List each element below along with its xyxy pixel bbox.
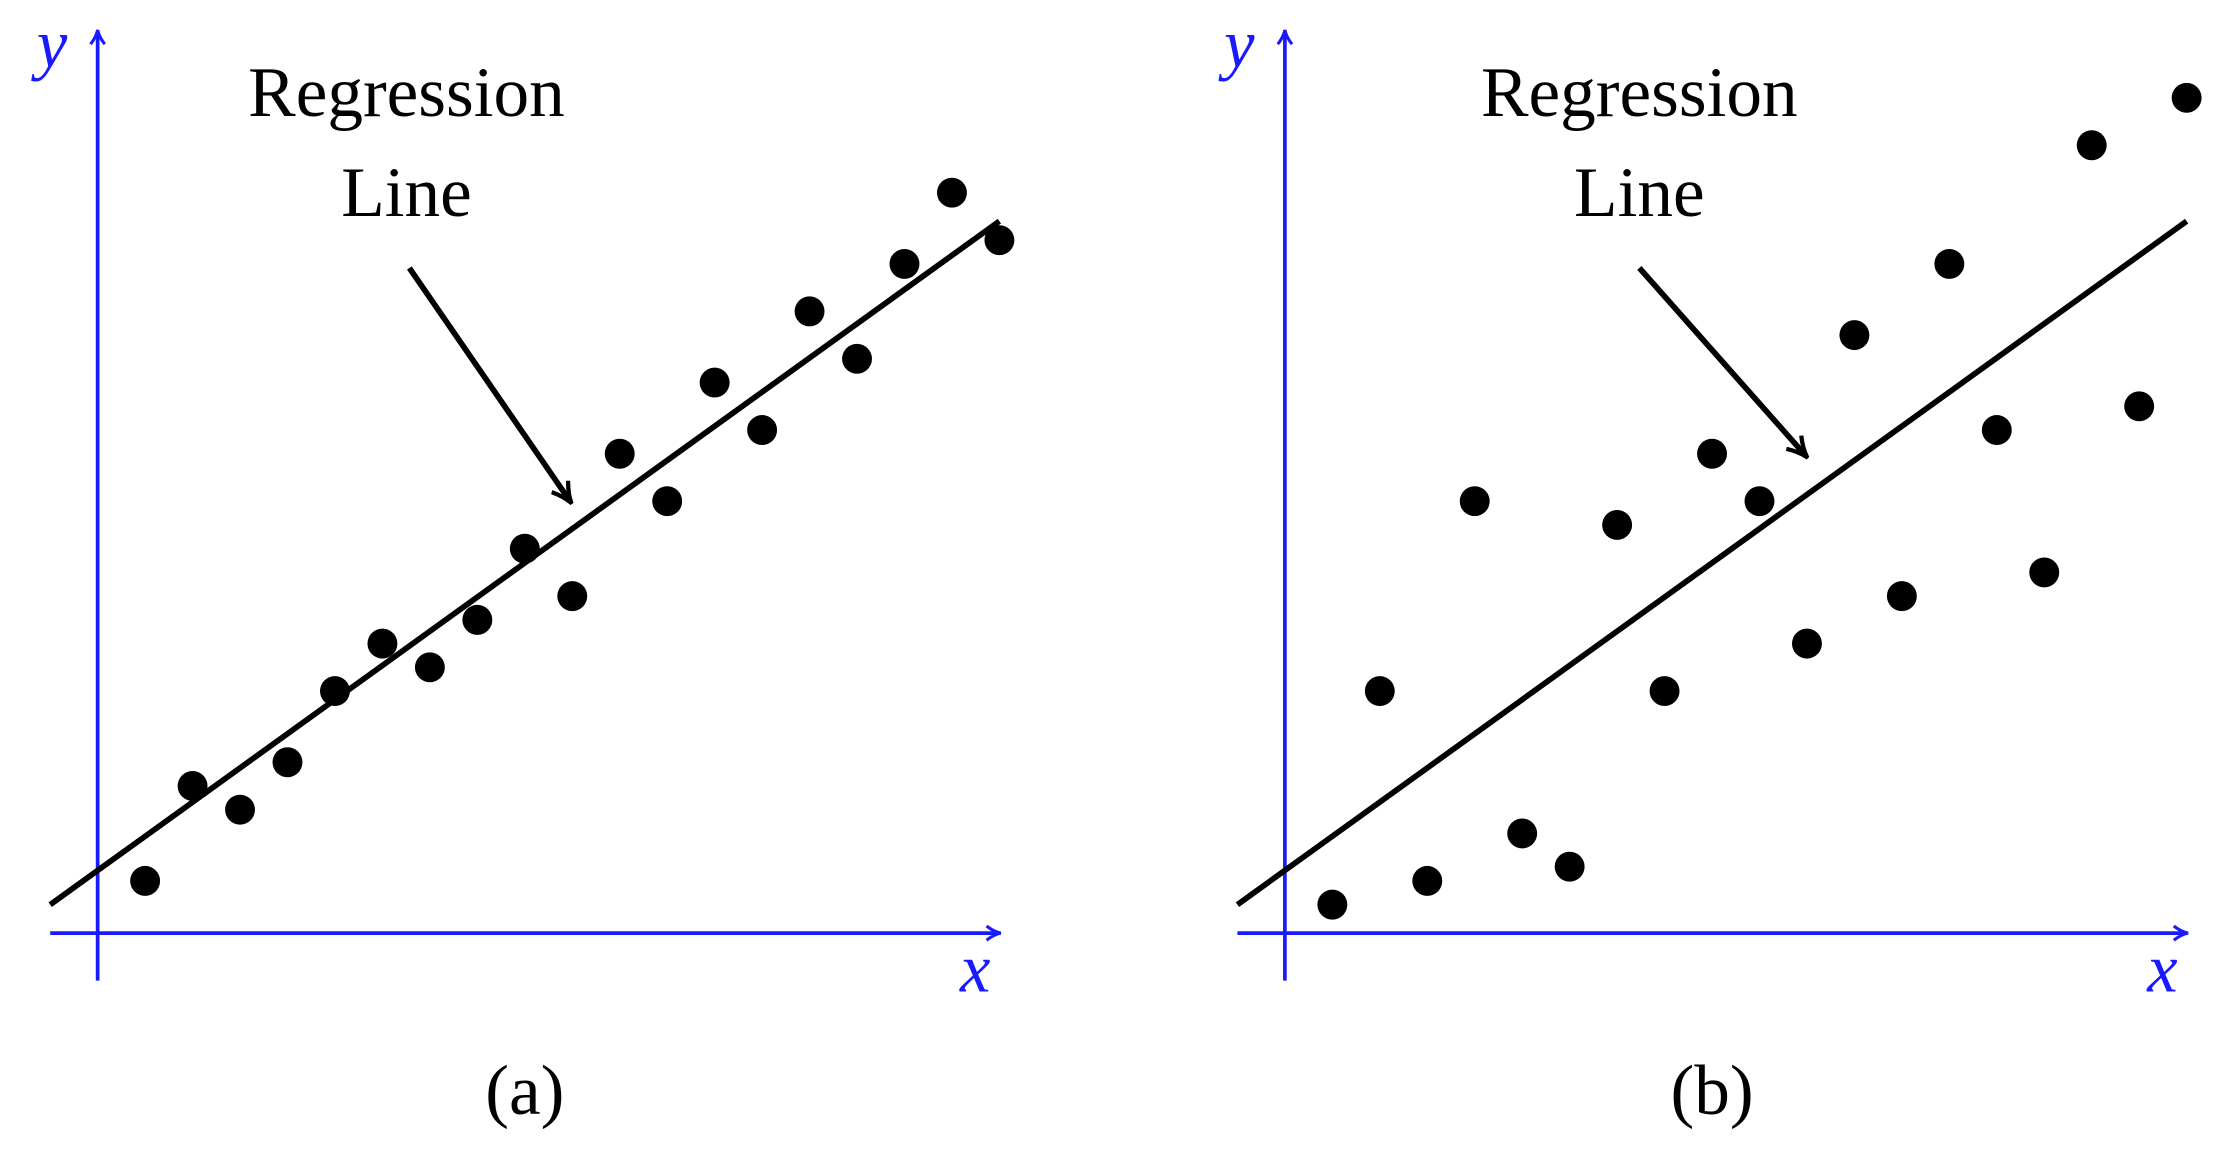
data-point xyxy=(747,415,778,445)
data-point xyxy=(1981,415,2012,445)
data-point xyxy=(319,676,350,707)
data-point xyxy=(1791,628,1822,659)
panel-caption: (b) xyxy=(1670,1051,1753,1130)
data-point xyxy=(2076,130,2107,161)
annotation-arrow xyxy=(1637,266,1806,456)
data-point xyxy=(1602,509,1633,540)
data-point xyxy=(1744,486,1775,517)
data-point xyxy=(1649,676,1680,707)
panel: y x Regression Line (a) xyxy=(31,6,1015,1130)
data-point xyxy=(2029,557,2060,588)
data-point xyxy=(2124,391,2155,422)
annotation-text: Line xyxy=(1574,153,1705,232)
data-point xyxy=(794,296,825,327)
data-point xyxy=(699,367,730,398)
x-axis-label: x xyxy=(959,931,990,1007)
data-point xyxy=(1697,438,1727,469)
data-point xyxy=(1317,889,1348,920)
data-point xyxy=(842,343,872,374)
annotation-text: Regression xyxy=(1481,53,1798,132)
x-axis-label: x xyxy=(2146,931,2177,1007)
data-point xyxy=(509,533,540,564)
data-point xyxy=(1554,851,1585,882)
data-point xyxy=(1412,865,1443,896)
annotation-text: Regression xyxy=(248,53,565,132)
data-point xyxy=(652,486,683,517)
data-point xyxy=(177,771,208,801)
data-point xyxy=(604,438,635,469)
panel-caption: (a) xyxy=(485,1051,564,1130)
data-point xyxy=(414,652,445,683)
data-point xyxy=(225,794,256,825)
data-point xyxy=(462,604,493,635)
data-point xyxy=(1886,581,1917,612)
y-axis-label: y xyxy=(1218,6,1255,82)
data-point xyxy=(272,747,303,778)
regression-line xyxy=(1235,218,2189,907)
data-point xyxy=(1459,486,1490,517)
panel: y x Regression Line (b) xyxy=(1218,6,2202,1130)
data-point xyxy=(1839,320,1870,351)
data-point xyxy=(1364,676,1395,707)
data-point xyxy=(889,248,920,279)
data-point xyxy=(367,628,398,659)
data-point xyxy=(130,865,161,896)
data-point xyxy=(2171,82,2202,113)
annotation-text: Line xyxy=(341,153,472,232)
data-point xyxy=(936,177,967,208)
data-point xyxy=(984,225,1015,256)
data-point xyxy=(1934,248,1965,279)
annotation-arrow xyxy=(407,266,570,502)
data-point xyxy=(557,581,588,612)
y-axis-label: y xyxy=(31,6,68,82)
data-point xyxy=(1507,818,1538,849)
